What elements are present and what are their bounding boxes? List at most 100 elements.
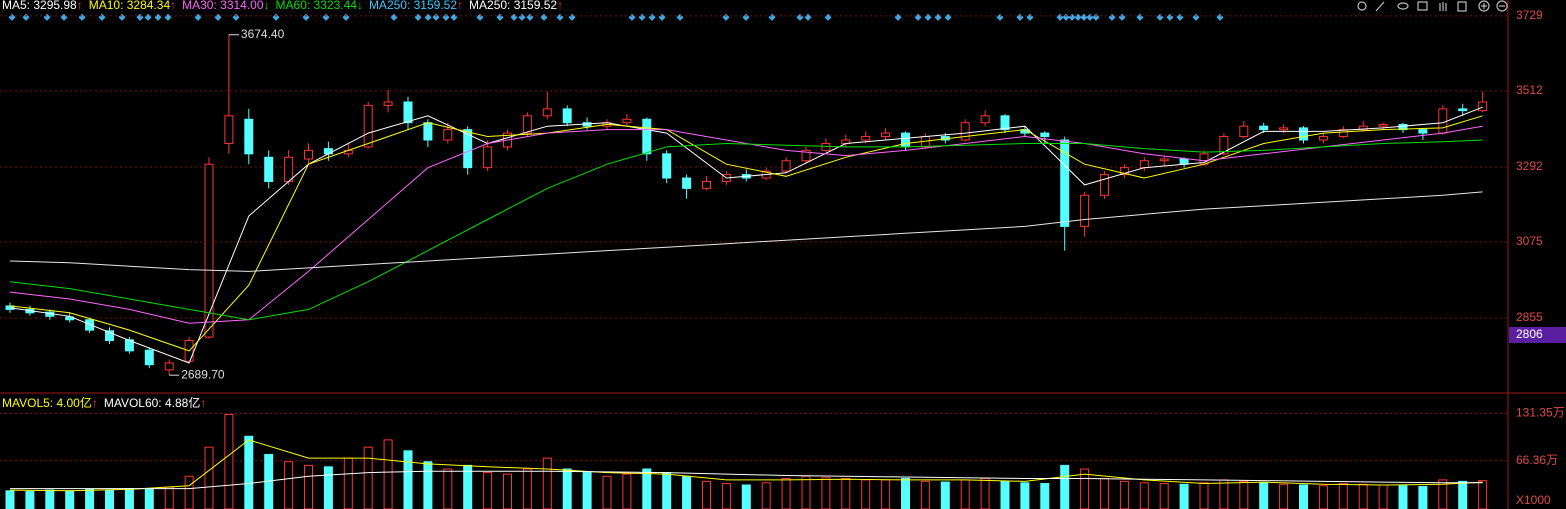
ma-line xyxy=(9,439,1483,492)
volume-bar xyxy=(980,477,990,509)
candle-body xyxy=(1358,125,1368,131)
candle-body xyxy=(1159,158,1169,162)
ma-line xyxy=(9,139,1483,321)
volume-bar xyxy=(741,484,751,509)
volume-bar xyxy=(85,488,95,509)
legend-arrow: ↑ xyxy=(92,396,98,410)
legend-entry: MAVOL5: 4.00亿 xyxy=(2,395,92,410)
volume-bar xyxy=(423,461,433,509)
candle-body xyxy=(1080,194,1090,227)
candle-body xyxy=(304,149,313,160)
store-icon[interactable] xyxy=(1417,1,1428,11)
candle-body xyxy=(443,129,453,141)
volume-bar xyxy=(184,475,194,509)
candle-body xyxy=(702,180,711,189)
volume-bar xyxy=(1478,480,1488,509)
volume-tick-label: 66.36万 xyxy=(1516,453,1558,467)
volume-bar xyxy=(65,490,75,509)
volume-bar xyxy=(682,475,692,509)
volume-bar xyxy=(124,488,134,509)
event-marker xyxy=(342,13,350,21)
candle-body xyxy=(224,115,234,144)
candle-body xyxy=(105,330,114,341)
legend-arrow: ↑ xyxy=(77,0,83,12)
candle-body xyxy=(1239,125,1249,138)
volume-bar xyxy=(622,473,632,509)
annotation-label: 2689.70 xyxy=(181,367,225,381)
legend-arrow: ↑ xyxy=(200,396,206,410)
zoom-out[interactable] xyxy=(1496,0,1508,12)
volume-bar xyxy=(363,446,373,509)
legend-arrow: ↑ xyxy=(457,0,463,12)
volume-bar xyxy=(940,481,950,509)
volume-bar xyxy=(343,457,353,509)
volume-bar xyxy=(702,480,711,509)
candle-body xyxy=(1139,160,1149,169)
toolbar[interactable] xyxy=(1357,0,1508,12)
volume-bar xyxy=(881,479,891,509)
view-icon[interactable] xyxy=(1397,2,1409,10)
legend-arrow: ↑ xyxy=(170,0,176,12)
volume-bar xyxy=(304,464,313,509)
volume-bar xyxy=(582,472,592,509)
settings-icon[interactable] xyxy=(1357,1,1367,11)
candle-body xyxy=(1219,136,1229,155)
candle-body xyxy=(164,362,174,371)
volume-bar xyxy=(1020,482,1030,509)
ma-line xyxy=(9,115,1483,352)
candle-body xyxy=(244,118,254,155)
event-marker xyxy=(302,13,310,21)
legend-entry: MA60: 3323.44 xyxy=(276,0,358,12)
volume-bar xyxy=(1398,485,1408,509)
volume-bar xyxy=(1299,484,1308,509)
draw-icon[interactable] xyxy=(1375,1,1385,12)
volume-bar xyxy=(801,475,811,509)
candle-body xyxy=(562,108,572,124)
volume-bar xyxy=(1060,464,1070,509)
event-marker xyxy=(322,13,330,21)
volume-bar xyxy=(1000,480,1010,509)
candle-body xyxy=(1438,108,1448,134)
candle-body xyxy=(801,149,811,162)
volume-bar xyxy=(45,489,55,509)
candle-body xyxy=(463,129,473,169)
volume-bar xyxy=(960,479,970,509)
candle-body xyxy=(1279,127,1289,131)
candle-body xyxy=(881,132,891,138)
volume-bar xyxy=(602,475,612,509)
hand-icon[interactable] xyxy=(1439,2,1447,11)
ma-line xyxy=(9,125,1483,324)
volume-bar xyxy=(323,466,333,509)
volume-bar xyxy=(920,480,930,509)
candle-body xyxy=(1378,123,1388,127)
volume-bar xyxy=(105,489,114,509)
volume-bar xyxy=(244,435,254,509)
candle-body xyxy=(781,160,791,172)
candle-body xyxy=(1179,158,1189,165)
volume-bar xyxy=(403,450,413,509)
volume-bar xyxy=(1219,479,1229,509)
candle-body xyxy=(1000,115,1010,131)
candle-body xyxy=(642,118,652,155)
volume-bar xyxy=(781,477,791,509)
legend-entry: MA250: 3159.52 xyxy=(369,0,457,12)
volume-bar xyxy=(503,473,512,509)
candle-body xyxy=(1119,167,1129,176)
volume-bar xyxy=(1159,483,1169,509)
volume-bar xyxy=(662,472,672,509)
volume-unit: X1000 xyxy=(1516,493,1551,507)
candle-body xyxy=(622,118,632,124)
event-marker xyxy=(432,13,440,21)
delete-icon[interactable] xyxy=(1457,1,1467,12)
candle-body xyxy=(144,349,154,366)
candle-body xyxy=(821,142,831,151)
candle-body xyxy=(1299,127,1308,141)
candle-body xyxy=(682,177,692,189)
zoom-in[interactable] xyxy=(1478,0,1490,12)
legend-entry: MA5: 3295.98 xyxy=(2,0,77,12)
volume-bar xyxy=(1378,484,1388,509)
volume-bar xyxy=(1199,482,1209,509)
candle-body xyxy=(1060,139,1070,227)
candle-body xyxy=(960,122,970,141)
